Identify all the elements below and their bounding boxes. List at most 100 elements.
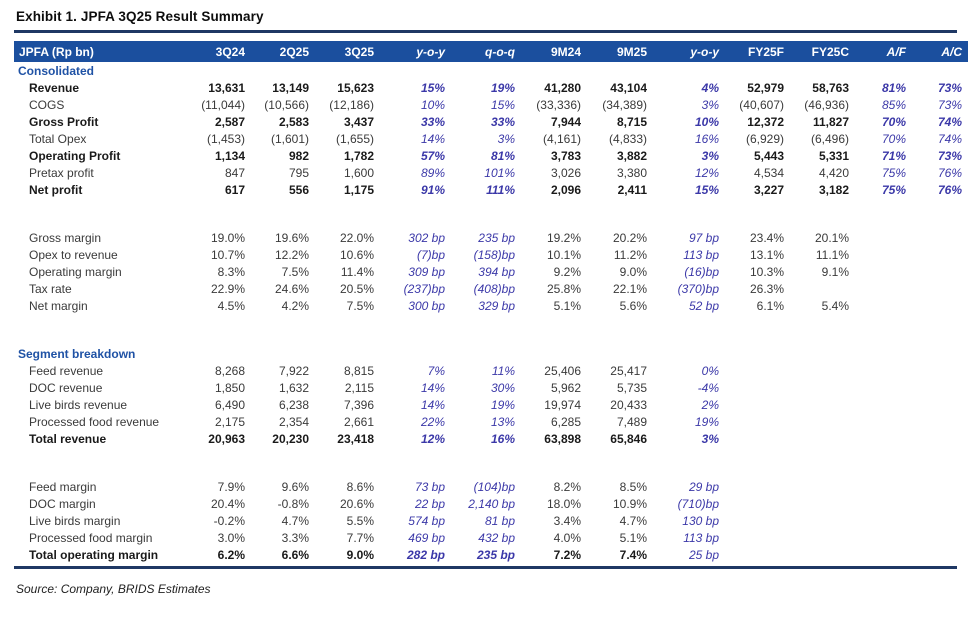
cell: 847 bbox=[224, 165, 245, 180]
cell: 73% bbox=[937, 148, 962, 163]
cell: 1,782 bbox=[343, 148, 374, 163]
cell bbox=[912, 512, 968, 529]
cell: 11% bbox=[491, 363, 515, 378]
cell: 8,268 bbox=[214, 363, 245, 378]
cell: 11.4% bbox=[340, 264, 374, 279]
cell: 25,406 bbox=[544, 363, 581, 378]
cell: 89% bbox=[420, 165, 445, 180]
cell: 73% bbox=[937, 80, 962, 95]
cell: 14% bbox=[420, 397, 445, 412]
cell: 75% bbox=[881, 182, 906, 197]
column-header: FY25F bbox=[725, 41, 790, 62]
cell: 16% bbox=[490, 431, 515, 446]
cell: 33% bbox=[420, 114, 445, 129]
cell bbox=[725, 529, 790, 546]
spacer-cell bbox=[14, 447, 968, 478]
cell: 9.0% bbox=[346, 547, 374, 562]
row-label: Live birds revenue bbox=[29, 397, 128, 412]
table-row: Feed margin 7.9% 9.6% 8.6% 73 bp (104)bp 8.2% 8… bbox=[14, 478, 968, 495]
cell bbox=[725, 495, 790, 512]
cell: 41,280 bbox=[544, 80, 581, 95]
cell: 20,963 bbox=[208, 431, 245, 446]
cell: 13,149 bbox=[272, 80, 309, 95]
table-row: Revenue 13,631 13,149 15,623 15% 19% 41,280 43,… bbox=[14, 79, 968, 96]
cell: 10.1% bbox=[546, 247, 581, 262]
cell: (1,453) bbox=[206, 131, 245, 146]
table-row: Total operating margin 6.2% 6.6% 9.0% 282 bp… bbox=[14, 546, 968, 563]
cell: 1,600 bbox=[343, 165, 374, 180]
cell: 19.2% bbox=[546, 230, 581, 245]
cell: 130 bp bbox=[682, 513, 719, 528]
cell: 8.6% bbox=[346, 479, 374, 494]
table-bottom-divider bbox=[14, 566, 957, 569]
row-label: DOC revenue bbox=[29, 380, 103, 395]
cell: 6.2% bbox=[217, 547, 245, 562]
cell: 81 bp bbox=[484, 513, 515, 528]
cell: 113 bp bbox=[683, 247, 719, 262]
row-label: Live birds margin bbox=[29, 513, 121, 528]
row-label: Revenue bbox=[29, 80, 80, 95]
title-divider bbox=[14, 30, 957, 33]
cell: 3,437 bbox=[343, 114, 374, 129]
cell bbox=[855, 297, 912, 314]
row-label: Gross Profit bbox=[29, 114, 99, 129]
cell: 81% bbox=[490, 148, 515, 163]
cell bbox=[855, 280, 912, 297]
spacer-cell bbox=[14, 314, 968, 345]
cell: 7.5% bbox=[281, 264, 309, 279]
cell bbox=[790, 512, 855, 529]
cell: 4,420 bbox=[818, 165, 849, 180]
cell: 7.2% bbox=[553, 547, 581, 562]
cell: -0.2% bbox=[213, 513, 245, 528]
cell: (237)bp bbox=[403, 281, 445, 296]
cell bbox=[912, 379, 968, 396]
cell: 7,396 bbox=[343, 397, 374, 412]
row-label: Tax rate bbox=[29, 281, 72, 296]
cell: (6,929) bbox=[745, 131, 784, 146]
cell: 394 bp bbox=[478, 264, 515, 279]
cell: 58,763 bbox=[812, 80, 849, 95]
row-label: Operating Profit bbox=[29, 148, 121, 163]
cell: 7,489 bbox=[616, 414, 647, 429]
section-row: Segment breakdown bbox=[14, 345, 968, 362]
cell: 12,372 bbox=[747, 114, 784, 129]
cell: (408)bp bbox=[473, 281, 515, 296]
cell: 74% bbox=[937, 114, 962, 129]
cell: 5,443 bbox=[753, 148, 784, 163]
source-note: Source: Company, BRIDS Estimates bbox=[16, 582, 211, 596]
cell: 20.2% bbox=[612, 230, 647, 245]
cell: 22.1% bbox=[612, 281, 647, 296]
cell: 73 bp bbox=[414, 479, 445, 494]
table-row: Operating Profit 1,134 982 1,782 57% 81% 3,783… bbox=[14, 147, 968, 164]
cell: 3.3% bbox=[281, 530, 309, 545]
cell: 81% bbox=[881, 80, 906, 95]
cell: 469 bp bbox=[408, 530, 445, 545]
cell: (46,936) bbox=[804, 97, 849, 112]
cell: 2,096 bbox=[550, 182, 581, 197]
cell: 74% bbox=[937, 131, 962, 146]
cell: 6.1% bbox=[756, 298, 784, 313]
cell bbox=[725, 430, 790, 447]
cell: 52 bp bbox=[688, 298, 719, 313]
table-header-row: JPFA (Rp bn) 3Q24 2Q25 3Q25 y-o-y q-o-q 9M24 9M… bbox=[14, 41, 968, 62]
cell: 9.2% bbox=[553, 264, 581, 279]
cell: 13% bbox=[490, 414, 515, 429]
cell: (6,496) bbox=[810, 131, 849, 146]
cell: 1,175 bbox=[343, 182, 374, 197]
cell bbox=[790, 495, 855, 512]
cell: 15% bbox=[490, 97, 515, 112]
result-table: JPFA (Rp bn) 3Q24 2Q25 3Q25 y-o-y q-o-q 9M24 9M… bbox=[14, 41, 968, 563]
cell: 2% bbox=[701, 397, 719, 412]
cell: 3,026 bbox=[550, 165, 581, 180]
cell bbox=[725, 379, 790, 396]
cell: 2,661 bbox=[343, 414, 374, 429]
cell: 282 bp bbox=[406, 547, 445, 562]
cell: 3% bbox=[497, 131, 515, 146]
cell: 5,735 bbox=[616, 380, 647, 395]
column-header: y-o-y bbox=[653, 41, 725, 62]
cell: 5.1% bbox=[553, 298, 581, 313]
cell: 57% bbox=[420, 148, 445, 163]
table-row: Gross margin 19.0% 19.6% 22.0% 302 bp 235 bp 1… bbox=[14, 229, 968, 246]
cell: 2,583 bbox=[278, 114, 309, 129]
cell bbox=[790, 529, 855, 546]
